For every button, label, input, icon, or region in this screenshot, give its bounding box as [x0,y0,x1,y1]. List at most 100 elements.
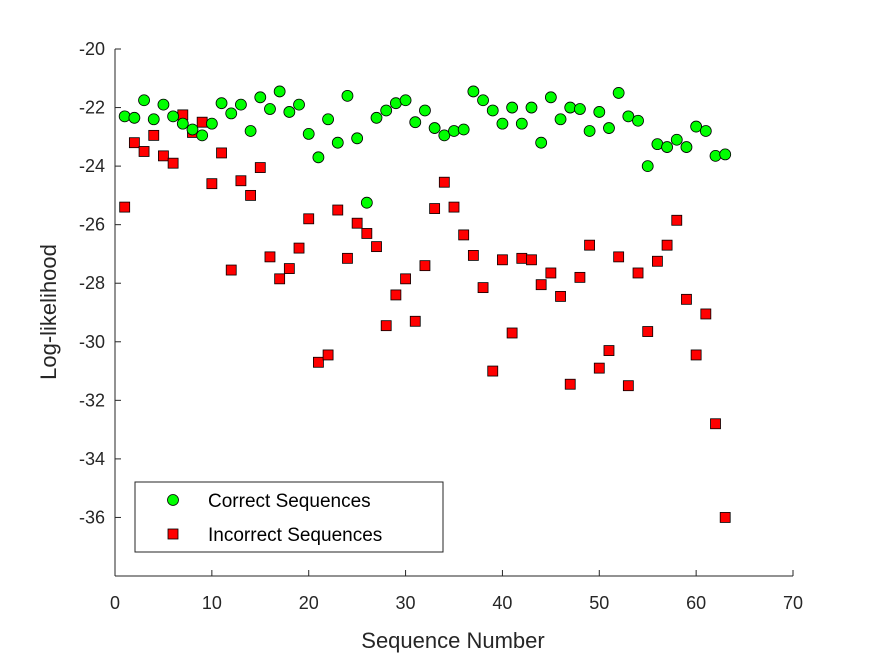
incorrect-point [622,380,634,392]
incorrect-point [477,282,489,294]
incorrect-point [400,273,411,285]
incorrect-point [303,213,315,225]
correct-point [118,110,131,123]
y-tick-label: -36 [79,507,105,527]
incorrect-point [710,418,721,430]
correct-point [574,103,586,115]
y-tick-label: -22 [79,98,105,118]
legend-marker-incorrect [167,528,179,540]
correct-point [215,97,228,110]
incorrect-point [390,289,402,301]
incorrect-point [526,254,537,266]
incorrect-point [671,214,683,226]
incorrect-point [245,189,257,201]
correct-point [457,123,470,136]
x-tick-label: 60 [686,593,706,613]
incorrect-point [361,228,373,239]
incorrect-point [148,129,160,141]
x-tick-label: 70 [783,593,803,613]
incorrect-point [467,250,479,261]
correct-point [254,91,267,104]
correct-point [186,123,199,136]
incorrect-point [419,260,431,272]
correct-point [331,136,344,149]
incorrect-point [322,349,334,361]
correct-point [670,133,683,146]
correct-point [225,107,238,120]
correct-point [264,103,276,115]
correct-point [641,160,654,173]
y-tick-label: -26 [79,215,105,235]
incorrect-point [681,293,692,305]
incorrect-point [438,176,450,188]
correct-point [147,113,160,126]
correct-point [235,98,247,111]
legend-marker-correct [167,494,179,506]
incorrect-point [700,308,712,320]
incorrect-point [351,217,363,229]
correct-point [525,101,538,114]
correct-point [603,122,615,134]
x-tick-label: 40 [492,593,512,613]
correct-point [515,117,528,130]
incorrect-point [128,137,140,149]
incorrect-point [380,320,392,332]
incorrect-point [342,252,353,264]
incorrect-point [632,267,644,279]
incorrect-point [506,327,518,339]
incorrect-point [642,326,654,337]
legend-label-incorrect: Incorrect Sequences [208,525,382,546]
x-tick-label: 30 [396,593,416,613]
incorrect-point [225,264,237,276]
correct-point [554,113,567,126]
correct-point [273,85,286,98]
correct-point [351,132,364,145]
correct-point [535,136,548,149]
correct-point [312,151,325,164]
incorrect-point [371,241,382,253]
incorrect-point [652,255,663,267]
incorrect-point [584,239,595,251]
incorrect-point [535,279,547,291]
x-axis-label: Sequence Number [361,628,544,653]
correct-point [544,91,557,104]
incorrect-point [555,290,566,302]
incorrect-point [497,254,508,266]
correct-point [593,106,606,118]
correct-point [428,122,441,134]
incorrect-point [448,201,460,213]
correct-point [409,116,422,129]
correct-point [138,94,150,107]
correct-point [496,117,509,130]
correct-point [699,125,712,137]
incorrect-point [312,356,324,368]
correct-point [244,125,257,137]
incorrect-point [603,345,615,356]
incorrect-point [206,178,218,190]
correct-point [302,128,315,140]
correct-point [370,111,383,124]
x-tick-label: 50 [589,593,609,613]
correct-point [399,94,412,107]
incorrect-point [593,362,605,374]
incorrect-point [574,271,586,283]
correct-point [448,125,460,137]
legend-label-correct: Correct Sequences [208,491,371,512]
incorrect-point [167,157,179,169]
incorrect-point [332,204,344,216]
correct-point [612,87,625,99]
y-tick-label: -30 [79,332,105,352]
y-tick-label: -32 [79,390,105,410]
correct-point [438,129,451,142]
correct-point [661,141,673,153]
correct-point [176,117,189,130]
correct-point [632,114,644,127]
correct-point [690,120,703,133]
correct-point [583,125,596,137]
incorrect-point [409,315,421,327]
incorrect-point [690,349,702,361]
incorrect-point [264,251,276,263]
legend: Correct Sequences Incorrect Sequences [134,481,444,553]
x-tick-label: 10 [202,593,222,613]
